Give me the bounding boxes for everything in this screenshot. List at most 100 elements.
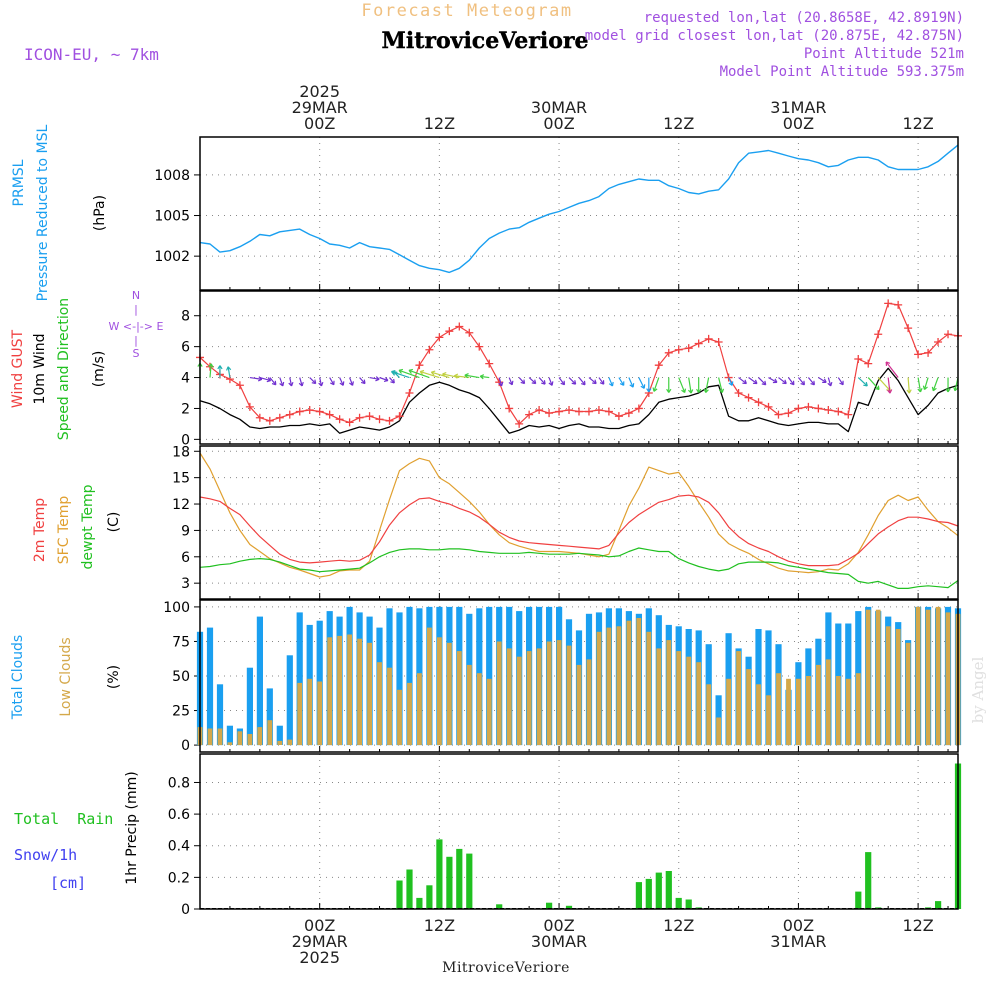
gust-marker [934,338,943,346]
low-cloud-bar [476,673,482,746]
low-cloud-bar [845,678,851,746]
rain-bar [546,902,553,909]
low-cloud-bar [357,638,362,746]
wind-arrow [867,377,880,391]
time-axis-label: 12Z [902,114,933,133]
gust-marker [325,410,334,419]
y-tick-label: 1002 [154,249,190,265]
precip-label-snow: Snow/1h [14,846,77,864]
gust-marker [844,410,853,419]
y-tick-label: 6 [181,340,190,356]
wind-arrow [379,376,389,383]
gust-marker [285,410,294,419]
temp-label-2m: 2m Temp [32,498,48,562]
rain-bar [665,871,672,909]
low-cloud-bar [636,618,642,746]
low-cloud-bar [786,678,791,746]
wind-arrow [818,377,827,384]
low-cloud-bar [885,626,891,746]
low-cloud-bar [257,727,263,746]
wind-arrow [259,376,272,383]
compass-we: W <-|-> E [109,320,164,333]
wind-arrow [339,377,345,386]
compass-s: S [133,347,140,360]
y-tick-label: 2 [181,401,190,417]
gust-marker [345,418,354,427]
wind-arrow [208,363,214,378]
gust-marker [584,407,593,416]
compass-n: N [132,289,140,302]
low-cloud-bar [865,609,871,746]
low-cloud-bar [347,634,352,745]
low-cloud-bar [935,606,941,746]
low-cloud-bar [696,662,702,746]
wind-arrow [548,377,554,386]
gust-marker [684,344,693,353]
y-tick-label: 75 [172,634,190,650]
y-tick-label: 0 [181,432,190,448]
temp-label-sfc: SFC Temp [56,496,72,565]
y-tick-label: 100 [163,600,190,616]
compass-bar-bottom: | [134,334,138,347]
wind-arrow [568,377,577,385]
low-cloud-bar [646,631,652,746]
gust-marker [664,348,673,357]
gust-marker [315,407,324,416]
gust-marker [804,402,813,411]
wind-arrow [652,377,660,392]
low-cloud-bar [237,731,243,746]
wind-arrow [906,377,912,394]
wind-arrow [398,368,420,379]
y-tick-label: 1005 [154,209,190,225]
temp-label-dewpt: dewpt Temp [80,484,96,569]
panel-frame [199,599,959,753]
low-cloud-bar [915,606,921,746]
y-tick-label: 12 [172,497,190,513]
gust-marker [834,407,843,416]
wind-arrow [430,370,450,379]
wind-arrow [646,377,652,393]
rain-bar [496,904,503,909]
wind-arrow [688,377,694,394]
wind-arrow [419,369,440,379]
rain-bar [865,852,872,909]
wind-arrow [498,377,504,387]
clouds-panel: 0 25 50 75 100 [163,599,962,754]
y-tick-label: 18 [172,444,190,460]
pressure-label-2: Pressure Reduced to MSL [35,124,51,301]
wind-arrow [464,373,480,379]
low-cloud-bar [626,620,632,746]
wind-arrow [837,377,844,386]
low-cloud-bar [756,684,761,746]
time-axis-label: 2025 [299,82,340,101]
time-axis-label: 2025 [299,948,340,967]
wind-arrow [309,377,317,385]
wind-arrow [797,377,806,386]
low-cloud-bar [776,673,781,746]
wind-arrow [857,377,868,387]
wind-arrow [217,365,223,378]
gust-marker [774,410,783,419]
gust-marker [894,300,903,309]
gust-marker [624,409,633,418]
low-cloud-bar [816,664,821,745]
wind-arrow [618,377,625,386]
low-cloud-bar [227,742,233,746]
dewpt-line [199,547,959,590]
low-cloud-bar [855,673,861,746]
rain-bar [685,899,692,909]
gust-marker [455,322,464,331]
y-tick-label: 0.2 [168,870,190,886]
y-tick-label: 8 [181,309,190,325]
time-axis-label: 31MAR [770,932,826,951]
wind-arrow [628,377,635,388]
rain-bar [655,872,662,909]
gust-marker [794,404,803,413]
temp-2m-line [199,494,959,567]
wind-arrow [768,377,778,384]
y-tick-label: 0.4 [168,839,190,855]
gust-marker [694,339,703,348]
low-cloud-bar [875,609,881,746]
wind-arrow [678,377,687,394]
